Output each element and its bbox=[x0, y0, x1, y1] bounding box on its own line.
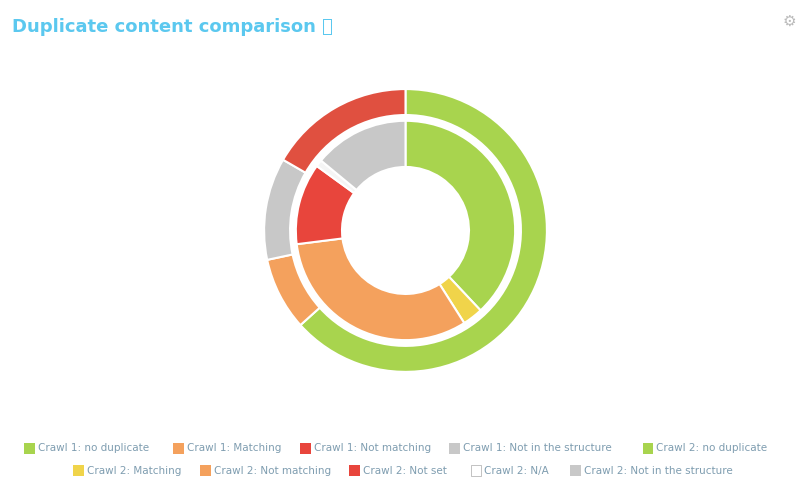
Text: Crawl 1: Not in the structure: Crawl 1: Not in the structure bbox=[463, 443, 612, 453]
Text: Crawl 2: N/A: Crawl 2: N/A bbox=[484, 466, 549, 476]
Text: ⚙: ⚙ bbox=[783, 14, 796, 29]
Wedge shape bbox=[317, 160, 357, 193]
Text: Crawl 2: no duplicate: Crawl 2: no duplicate bbox=[656, 443, 767, 453]
Wedge shape bbox=[321, 121, 406, 190]
Text: Crawl 2: Not set: Crawl 2: Not set bbox=[363, 466, 447, 476]
Text: Crawl 2: Not matching: Crawl 2: Not matching bbox=[214, 466, 331, 476]
Wedge shape bbox=[267, 255, 320, 325]
Wedge shape bbox=[296, 166, 354, 244]
Text: Crawl 1: Matching: Crawl 1: Matching bbox=[187, 443, 281, 453]
Text: Crawl 2: Not in the structure: Crawl 2: Not in the structure bbox=[584, 466, 732, 476]
Wedge shape bbox=[440, 277, 481, 323]
Wedge shape bbox=[406, 121, 515, 311]
Wedge shape bbox=[300, 89, 547, 372]
Text: Crawl 1: Not matching: Crawl 1: Not matching bbox=[314, 443, 431, 453]
Text: Crawl 1: no duplicate: Crawl 1: no duplicate bbox=[38, 443, 149, 453]
Wedge shape bbox=[283, 89, 406, 173]
Wedge shape bbox=[264, 160, 306, 260]
Wedge shape bbox=[297, 238, 464, 340]
Text: Crawl 2: Matching: Crawl 2: Matching bbox=[87, 466, 181, 476]
Text: Duplicate content comparison ⓘ: Duplicate content comparison ⓘ bbox=[12, 18, 333, 36]
